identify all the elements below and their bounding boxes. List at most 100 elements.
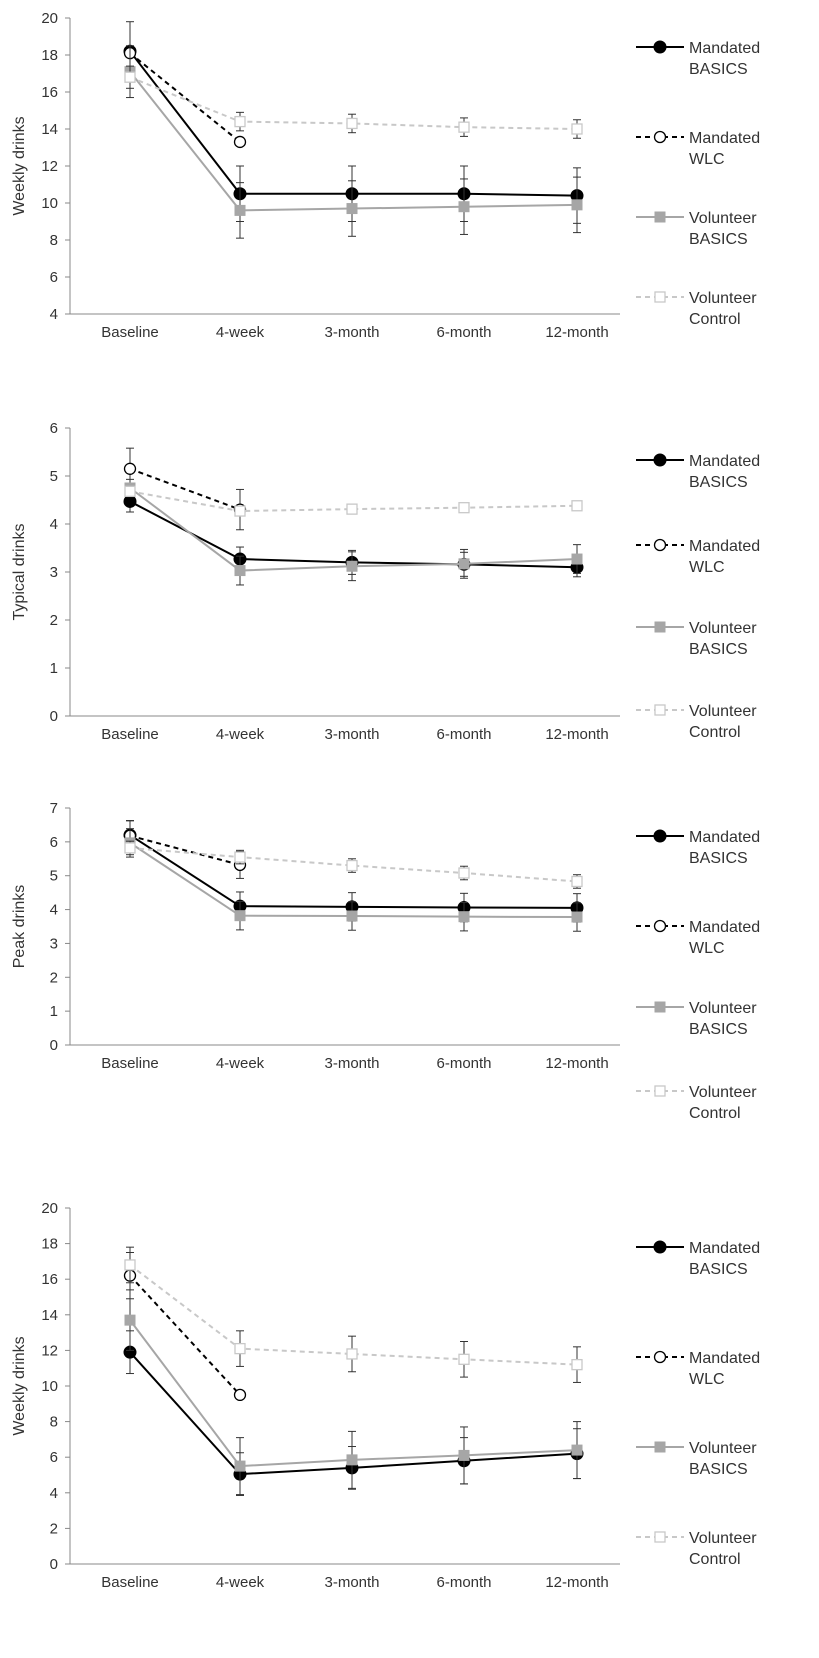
legend: Mandated BASICS Mandated WLC Volunteer BASICS… (636, 453, 760, 741)
series-volunteer-basics (124, 45, 583, 239)
chart-panel-3: 0 1 2 3 4 5 6 7 Baseline 4-week 3-month 6-month 12-m… (11, 800, 760, 1122)
data-point-volunteer-control-4-week (234, 505, 246, 517)
legend-item-mandated-wlc: Mandated WLC (636, 130, 760, 168)
data-point-volunteer-control-12-month (571, 500, 583, 512)
x-tick-label-3-month: 3-month (324, 1574, 379, 1591)
legend: Mandated BASICS Mandated WLC Volunteer BASICS… (636, 829, 760, 1122)
series-line-volunteer-basics (129, 1319, 578, 1468)
y-tick-label: 18 (41, 47, 58, 64)
series-line-mandated-wlc (129, 834, 241, 866)
legend-label: Mandated (689, 130, 760, 147)
legend-label: WLC (689, 559, 725, 576)
y-tick-label: 14 (41, 1307, 58, 1324)
legend-label: Mandated (689, 538, 760, 555)
legend-label: Control (689, 1105, 741, 1122)
series-volunteer-basics (124, 828, 583, 932)
data-point-volunteer-control-4-week (234, 115, 246, 128)
series-mandated-wlc (123, 47, 247, 149)
x-tick-label-baseline: Baseline (101, 726, 159, 743)
legend-item-mandated-basics: Mandated BASICS (636, 1240, 760, 1278)
y-tick-label: 5 (50, 868, 58, 885)
data-point-volunteer-control-baseline (124, 485, 136, 498)
data-point-volunteer-control-baseline (124, 1259, 136, 1271)
y-tick-label: 6 (50, 420, 58, 437)
y-tick-label: 1 (50, 660, 58, 677)
series-line-volunteer-control (129, 1264, 578, 1366)
data-point-mandated-wlc-baseline (123, 462, 137, 475)
data-point-volunteer-basics-4-week (234, 910, 246, 922)
series-line-volunteer-control (129, 490, 578, 513)
legend-label: Mandated (689, 829, 760, 846)
y-tick-label: 2 (50, 969, 58, 986)
y-tick-label: 18 (41, 1236, 58, 1253)
x-tick-label-baseline: Baseline (101, 324, 159, 341)
y-axis-label: Weekly drinks (11, 1336, 28, 1435)
legend-item-mandated-basics: Mandated BASICS (636, 40, 760, 78)
legend-label: WLC (689, 151, 725, 168)
series-line-mandated-basics (129, 834, 578, 909)
data-point-volunteer-control-6-month (458, 121, 470, 133)
series-mandated-wlc (123, 1252, 247, 1402)
legend-label: Volunteer (689, 1084, 757, 1101)
legend-item-volunteer-basics: Volunteer BASICS (636, 1440, 757, 1478)
legend-label: Volunteer (689, 1000, 757, 1017)
legend-label: Control (689, 311, 741, 328)
data-point-volunteer-basics-6-month (458, 201, 470, 213)
x-tick-label-4-week: 4-week (216, 324, 265, 341)
legend-item-mandated-wlc: Mandated WLC (636, 538, 760, 576)
legend-item-volunteer-basics: Volunteer BASICS (636, 620, 757, 658)
legend-marker (653, 1240, 667, 1254)
y-tick-label: 10 (41, 195, 58, 212)
series-line-mandated-wlc (129, 52, 241, 143)
data-point-volunteer-control-12-month (571, 123, 583, 135)
legend-marker (654, 1531, 666, 1543)
legend-label: Mandated (689, 1240, 760, 1257)
chart-panel-2: 0 1 2 3 4 5 6 Baseline 4-week 3-month 6-month 12-mo… (11, 420, 760, 743)
data-point-volunteer-control-4-week (234, 851, 246, 863)
legend-marker (653, 538, 667, 552)
y-tick-label: 6 (50, 834, 58, 851)
x-tick-label-12-month: 12-month (545, 726, 608, 743)
y-tick-label: 3 (50, 564, 58, 581)
y-tick-label: 2 (50, 612, 58, 629)
y-tick-label: 3 (50, 935, 58, 952)
legend-label: Volunteer (689, 703, 757, 720)
legend-label: Mandated (689, 453, 760, 470)
legend-label: WLC (689, 940, 725, 957)
series-volunteer-control (124, 485, 583, 517)
data-point-volunteer-basics-6-month (458, 1449, 470, 1461)
y-tick-label: 8 (50, 232, 58, 249)
legend-label: Control (689, 1551, 741, 1568)
series-volunteer-control (124, 65, 583, 139)
y-tick-label: 1 (50, 1003, 58, 1020)
series-line-volunteer-control (129, 76, 578, 130)
legend-item-volunteer-control: Volunteer Control (636, 290, 757, 328)
legend-marker (654, 704, 666, 716)
y-tick-label: 4 (50, 902, 58, 919)
series-volunteer-control (124, 1246, 583, 1383)
data-point-volunteer-basics-6-month (458, 558, 470, 570)
data-point-volunteer-basics-12-month (571, 553, 583, 565)
legend-marker (653, 130, 667, 144)
data-point-volunteer-basics-4-week (234, 565, 246, 577)
x-tick-label-12-month: 12-month (545, 1055, 608, 1072)
y-tick-label: 0 (50, 1556, 58, 1573)
series-volunteer-control (124, 840, 583, 889)
data-point-volunteer-basics-baseline (124, 1314, 136, 1326)
data-point-volunteer-basics-4-week (234, 1460, 246, 1472)
legend-item-mandated-basics: Mandated BASICS (636, 829, 760, 867)
x-tick-label-12-month: 12-month (545, 324, 608, 341)
legend-marker (653, 829, 667, 843)
legend-item-volunteer-control: Volunteer Control (636, 703, 757, 741)
y-tick-label: 10 (41, 1378, 58, 1395)
data-point-volunteer-basics-4-week (234, 204, 246, 216)
series-mandated-basics (123, 820, 584, 923)
data-point-volunteer-control-3-month (346, 859, 358, 872)
data-point-mandated-basics-baseline (123, 494, 137, 508)
legend-label: Mandated (689, 40, 760, 57)
data-point-volunteer-control-6-month (458, 502, 470, 514)
data-point-volunteer-basics-3-month (346, 910, 358, 922)
data-point-volunteer-control-12-month (571, 875, 583, 888)
legend-label: Control (689, 724, 741, 741)
legend-item-mandated-basics: Mandated BASICS (636, 453, 760, 491)
